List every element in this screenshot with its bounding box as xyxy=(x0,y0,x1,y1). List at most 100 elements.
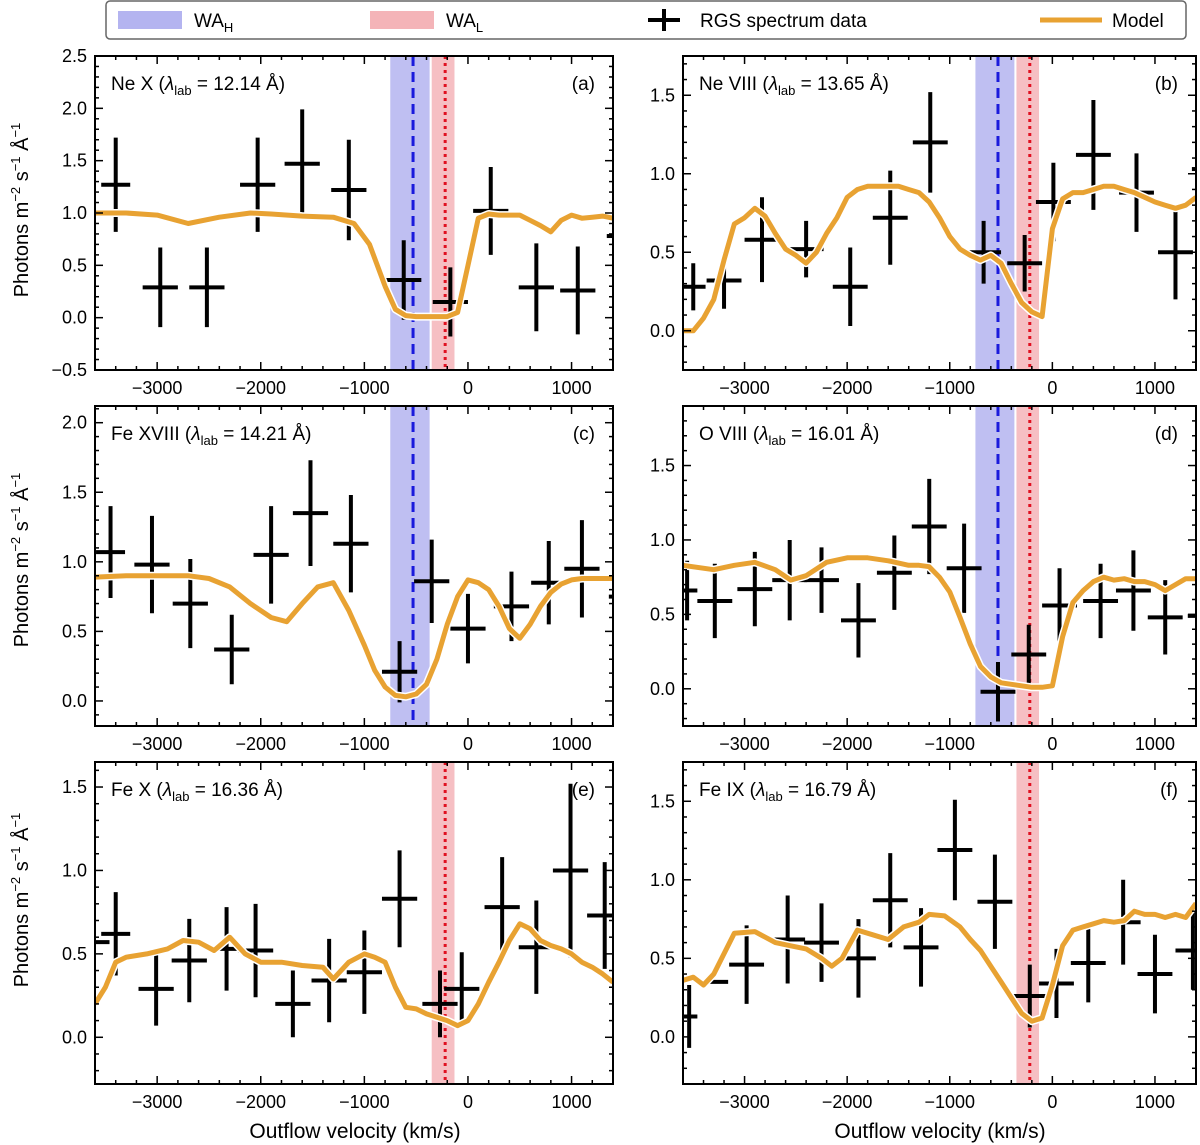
data-point xyxy=(484,857,520,958)
data-point xyxy=(977,854,1013,949)
panel-letter: (d) xyxy=(1155,424,1178,445)
panel-letter: (a) xyxy=(572,74,595,95)
panel-frame xyxy=(682,55,1197,371)
legend-wa-h-label: WAH xyxy=(194,11,233,35)
x-tick-label: 0 xyxy=(463,1092,473,1112)
x-tick-label: 0 xyxy=(1047,378,1057,398)
x-tick-label: −2000 xyxy=(822,1092,873,1112)
panels: −3000 −2000 −1000 0 1000 −0.5 0.0 0.5 1.0 1.5 2.0 2… xyxy=(51,46,1197,1112)
panel-a-plot-area xyxy=(95,56,613,370)
y-tick-label: 0.0 xyxy=(650,1027,675,1047)
x-tick-label: 0 xyxy=(463,734,473,754)
model-line xyxy=(95,210,613,320)
model-line xyxy=(95,573,613,700)
data-point xyxy=(911,478,947,575)
y-tick-label: 2.5 xyxy=(62,46,87,66)
panel-c-plot-area xyxy=(95,406,613,726)
wa-h-band xyxy=(390,406,430,726)
y-tick-label: 1.0 xyxy=(62,552,87,572)
y-tick-label: 0.5 xyxy=(62,944,87,964)
legend-data-label: RGS spectrum data xyxy=(700,11,867,32)
data-point xyxy=(1115,550,1151,631)
data-point xyxy=(876,535,912,610)
data-point xyxy=(560,246,596,335)
wa-l-band xyxy=(431,762,455,1084)
data-point xyxy=(1007,234,1043,292)
data-point xyxy=(912,92,948,193)
panel-a: −3000 −2000 −1000 0 1000 −0.5 0.0 0.5 1.0 1.5 2.0 2… xyxy=(51,46,614,398)
data-point xyxy=(171,918,207,1003)
data-point xyxy=(872,853,908,948)
data-point xyxy=(275,970,311,1038)
wa-l-band xyxy=(1016,762,1040,1084)
x-tick-label: −1000 xyxy=(924,734,975,754)
y-tick-label: 1.0 xyxy=(650,870,675,890)
model-line xyxy=(683,555,1196,690)
data-point xyxy=(386,240,422,320)
panel-ion-label: Fe IX (λlab = 16.79 Å) xyxy=(699,780,876,804)
model-line xyxy=(95,921,613,1029)
panel-frame xyxy=(682,405,1197,727)
y-tick-label: 1.0 xyxy=(62,860,87,880)
panel-f-plot-area xyxy=(683,762,1196,1084)
x-tick-label: 1000 xyxy=(1135,378,1175,398)
x-tick-label: −2000 xyxy=(235,734,286,754)
x-tick-label: −1000 xyxy=(924,378,975,398)
x-tick-label: −3000 xyxy=(132,378,183,398)
data-point xyxy=(518,243,554,332)
data-point xyxy=(422,970,458,1038)
panel-frame xyxy=(94,761,614,1085)
data-point xyxy=(804,903,839,982)
x-axis-label-right: Outflow velocity (km/s) xyxy=(834,1120,1045,1143)
x-tick-label: −2000 xyxy=(822,734,873,754)
data-point xyxy=(683,560,698,621)
y-tick-label: 1.5 xyxy=(62,151,87,171)
y-axis-labels: Photons m−2 s−1 Å−1 Photons m−2 s−1 Å−1 … xyxy=(8,123,33,988)
panel-b-plot-area xyxy=(683,56,1196,370)
data-point xyxy=(1158,205,1193,300)
y-axis-label-row2: Photons m−2 s−1 Å−1 xyxy=(8,473,33,648)
data-point xyxy=(564,520,600,618)
x-tick-label: −2000 xyxy=(822,378,873,398)
data-point xyxy=(1070,923,1106,1003)
panel-letter: (c) xyxy=(573,424,595,445)
panel-frame xyxy=(682,761,1197,1085)
data-point xyxy=(214,614,250,685)
x-tick-label: 1000 xyxy=(552,734,592,754)
data-point xyxy=(1175,911,1196,990)
data-point xyxy=(832,247,868,327)
wa-h-band xyxy=(390,56,430,370)
x-tick-label: −2000 xyxy=(235,1092,286,1112)
model-line-halo xyxy=(683,182,1196,335)
data-point xyxy=(946,523,982,613)
legend: WAH WAL RGS spectrum data Model xyxy=(105,0,1187,40)
data-point xyxy=(333,495,369,593)
data-point xyxy=(587,862,613,969)
y-tick-label: 1.5 xyxy=(62,777,87,797)
x-axis-label-left: Outflow velocity (km/s) xyxy=(249,1120,460,1143)
data-point xyxy=(841,583,876,658)
data-point xyxy=(683,263,706,311)
data-point xyxy=(450,593,486,664)
panel-ion-label: Fe XVIII (λlab = 14.21 Å) xyxy=(111,424,311,448)
legend-wa-l-swatch xyxy=(370,11,434,29)
data-point xyxy=(138,952,174,1026)
data-point xyxy=(414,539,450,624)
y-tick-label: 0.5 xyxy=(62,255,87,275)
x-tick-label: 1000 xyxy=(1135,1092,1175,1112)
panel-f: −3000 −2000 −1000 0 1000 0.0 0.5 1.0 1.5 Fe IX (λ… xyxy=(650,761,1197,1112)
y-tick-label: 2.0 xyxy=(62,98,87,118)
wa-l-band xyxy=(1016,56,1040,370)
data-point xyxy=(729,925,765,1004)
data-point xyxy=(1011,624,1047,685)
legend-frame xyxy=(105,0,1187,40)
y-tick-label: 0.0 xyxy=(650,679,675,699)
x-tick-label: −1000 xyxy=(924,1092,975,1112)
panel-letter: (e) xyxy=(572,780,595,801)
panel-e: −3000 −2000 −1000 0 1000 0.0 0.5 1.0 1.5 Fe X (λl… xyxy=(62,761,614,1112)
x-tick-label: −1000 xyxy=(339,378,390,398)
data-point xyxy=(552,783,589,958)
y-tick-label: 0.5 xyxy=(650,242,675,262)
y-tick-label: 1.0 xyxy=(650,530,675,550)
data-point xyxy=(381,850,418,948)
